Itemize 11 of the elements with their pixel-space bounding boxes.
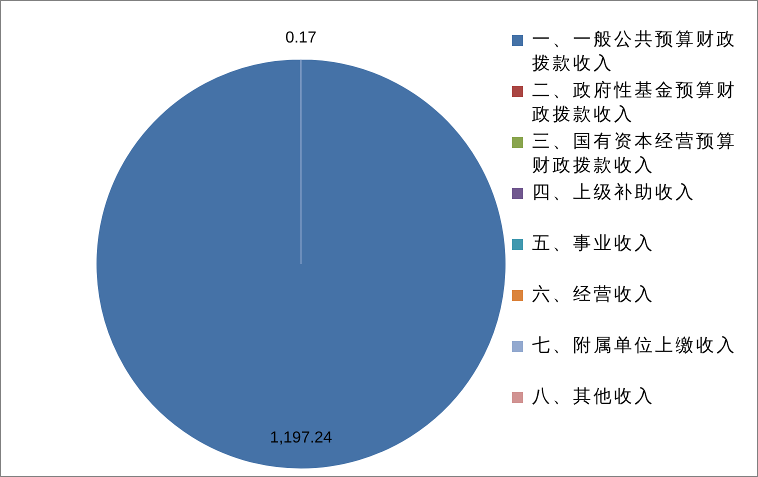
legend-label: 七、附属单位上缴收入: [532, 334, 738, 358]
pie-slice: [96, 60, 506, 468]
legend-label: 二、政府性基金预算财政拨款收入: [532, 79, 738, 127]
data-label: 0.17: [285, 30, 317, 46]
legend-label: 八、其他收入: [532, 385, 656, 409]
legend-label: 六、经营收入: [532, 283, 656, 307]
legend-label: 一、一般公共预算财政拨款收入: [532, 28, 738, 76]
legend-label: 三、国有资本经营预算财政拨款收入: [532, 130, 738, 178]
legend-label: 五、事业收入: [532, 232, 656, 256]
data-label: 1,197.24: [270, 430, 332, 446]
legend-label: 四、上级补助收入: [532, 181, 697, 205]
